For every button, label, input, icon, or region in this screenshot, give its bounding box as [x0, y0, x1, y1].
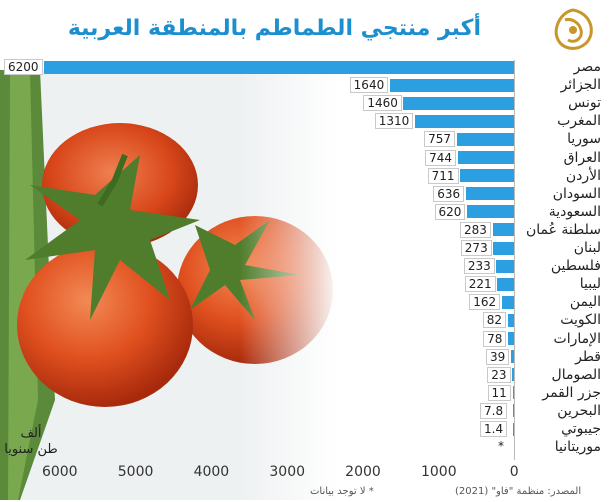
tomatoes-photo: [0, 70, 340, 500]
value-label-8: 620: [434, 203, 466, 220]
bar-9: [492, 223, 514, 237]
bar-5: [457, 151, 514, 164]
category-label-3: المغرب: [557, 113, 601, 130]
category-label-10: لبنان: [573, 240, 601, 256]
category-label-16: قطر: [575, 348, 601, 365]
value-label-20: 1.4: [480, 421, 508, 437]
value-label-0: 6200: [4, 59, 43, 75]
category-label-17: الصومال: [551, 366, 601, 383]
value-label-12: 221: [464, 276, 496, 293]
x-tick-5: 1000: [420, 464, 457, 480]
bar-13: [501, 295, 514, 309]
value-label-9: 283: [460, 221, 491, 238]
category-label-0: مصر: [573, 59, 601, 75]
category-label-21: موريتانيا: [554, 439, 601, 456]
bar-16: [511, 350, 514, 364]
x-tick-2: 4000: [193, 464, 230, 480]
source-note: المصدر: منظمة "فاو" (2021): [455, 486, 582, 497]
bar-17: [512, 368, 514, 382]
value-label-5: 744: [425, 149, 456, 166]
bar-1: [389, 78, 514, 92]
x-tick-4: 2000: [345, 464, 381, 480]
category-label-9: سلطنة عُمان: [525, 221, 601, 238]
x-tick-3: 3000: [269, 464, 306, 480]
category-label-2: تونس: [568, 95, 601, 112]
value-label-2: 1460: [363, 95, 402, 112]
category-label-18: جزر القمر: [542, 384, 601, 401]
value-label-10: 273: [460, 240, 492, 256]
category-label-7: السودان: [552, 185, 601, 202]
category-label-4: سوريا: [567, 131, 601, 148]
x-tick-1: 5000: [117, 464, 154, 480]
category-label-14: الكويت: [560, 312, 601, 329]
value-label-15: 78: [483, 330, 507, 347]
bar-18: [512, 386, 514, 400]
category-label-20: جيبوتي: [561, 421, 601, 437]
category-label-1: الجزائر: [560, 77, 601, 94]
bar-10: [493, 241, 514, 255]
bar-19: [512, 404, 514, 418]
value-label-17: 23: [487, 366, 511, 383]
value-label-14: 82: [482, 312, 507, 329]
bar-7: [465, 187, 514, 201]
bar-12: [497, 277, 514, 291]
value-label-18: 11: [487, 384, 511, 401]
category-label-12: ليبيا: [579, 276, 601, 293]
bar-6: [460, 169, 514, 183]
bar-11: [496, 259, 514, 273]
value-label-16: 39: [486, 348, 510, 365]
value-label-7: 636: [433, 185, 465, 202]
zero-axis-line: [514, 60, 515, 460]
category-label-8: السعودية: [548, 203, 601, 220]
value-label-3: 1310: [374, 113, 414, 130]
unit-label-line1: ألف: [20, 426, 42, 441]
value-label-19: 7.8: [480, 402, 508, 419]
value-label-4: 757: [424, 131, 456, 148]
bar-8: [467, 205, 514, 219]
value-label-1: 1640: [349, 77, 389, 94]
footnote: * لا توجد بيانات: [310, 486, 374, 497]
aljazeera-logo: [554, 8, 593, 50]
bar-3: [414, 114, 514, 128]
value-label-11: 233: [463, 258, 495, 275]
bar-14: [507, 313, 514, 327]
bar-20: [512, 422, 514, 436]
chart-title: أكبر منتجي الطماطم بالمنطقة العربية: [67, 16, 481, 41]
bar-15: [508, 332, 514, 345]
category-label-13: اليمن: [569, 294, 601, 311]
value-label-13: 162: [469, 294, 501, 311]
category-label-6: الأردن: [565, 167, 601, 184]
bar-2: [403, 96, 514, 110]
category-label-5: العراق: [563, 149, 601, 166]
value-label-21: *: [498, 439, 504, 454]
x-tick-6: 0: [509, 464, 519, 480]
category-label-15: الإمارات: [553, 330, 601, 347]
bar-4: [456, 132, 514, 146]
unit-label-line2: طن سنويا: [4, 442, 58, 457]
value-label-6: 711: [427, 167, 459, 184]
bar-0: [44, 60, 514, 74]
category-label-11: فلسطين: [550, 258, 601, 275]
x-tick-0: 6000: [41, 464, 78, 480]
unit-label: ألف طن سنويا: [0, 426, 62, 458]
category-label-19: البحرين: [557, 402, 601, 419]
